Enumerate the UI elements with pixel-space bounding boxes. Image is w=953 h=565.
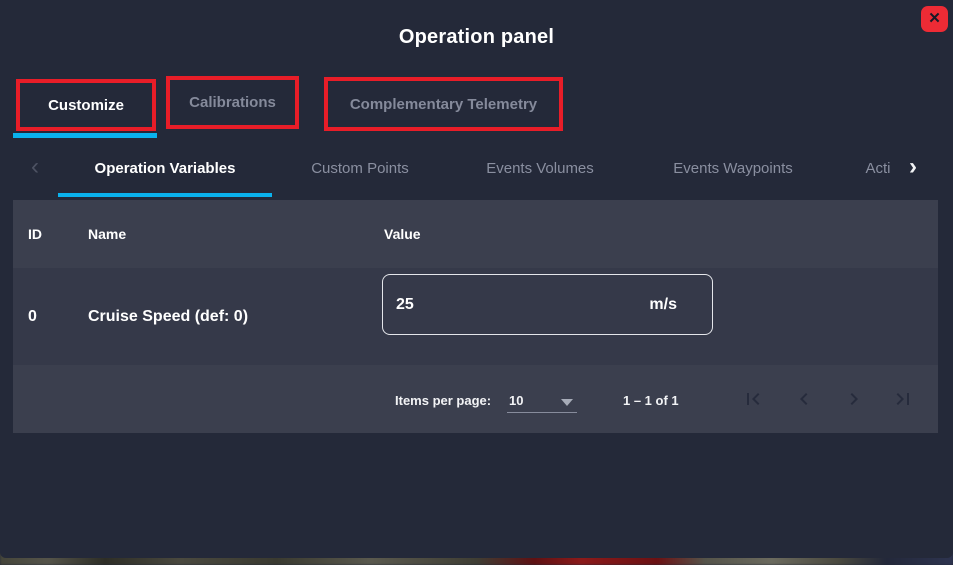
last-page-button[interactable] [889,385,917,413]
page-size-value: 10 [509,393,524,408]
column-header-name: Name [88,226,127,242]
subtab-actions-truncated[interactable]: Acti [865,160,891,177]
first-page-icon [747,393,760,405]
table-header-row: ID Name Value [13,200,938,268]
chevron-left-icon [800,393,808,405]
subtab-events-volumes[interactable]: Events Volumes [486,160,594,177]
tab-customize[interactable]: Customize [16,79,156,131]
subtab-custom-points[interactable]: Custom Points [311,160,409,177]
table-row: 0 Cruise Speed (def: 0) m/s [13,268,938,365]
tab-calibrations[interactable]: Calibrations [166,76,299,129]
tab-customize-label: Customize [48,96,124,114]
value-input-wrapper: m/s [382,274,713,335]
active-tab-underline [13,133,157,138]
tab-complementary-telemetry-label: Complementary Telemetry [349,95,538,113]
chevron-right-icon [850,393,858,405]
page-range-label: 1 – 1 of 1 [623,393,679,408]
subtabs-scroll-left-icon[interactable]: ‹ [31,153,39,180]
cell-name: Cruise Speed (def: 0) [88,308,249,325]
last-page-icon [896,393,909,405]
next-page-button[interactable] [840,385,868,413]
previous-page-button[interactable] [790,385,818,413]
close-button[interactable]: ✕ [921,6,948,32]
value-input[interactable] [383,275,712,334]
page-size-select[interactable]: 10 [507,389,577,413]
close-icon: ✕ [928,10,941,27]
active-subtab-underline [58,193,272,197]
column-header-value: Value [384,226,421,242]
paginator: Items per page: 10 1 – 1 of 1 [13,365,938,433]
first-page-button[interactable] [739,385,767,413]
tab-calibrations-label: Calibrations [189,94,276,111]
subtab-events-waypoints[interactable]: Events Waypoints [673,160,793,177]
dropdown-arrow-icon [561,399,573,406]
items-per-page-label: Items per page: [395,393,492,408]
subtabs-scroll-right-icon[interactable]: › [909,153,917,180]
page-title: Operation panel [398,26,555,48]
cell-id: 0 [28,308,37,325]
column-header-id: ID [28,226,42,242]
subtab-operation-variables[interactable]: Operation Variables [94,160,236,177]
tab-complementary-telemetry[interactable]: Complementary Telemetry [324,77,563,131]
